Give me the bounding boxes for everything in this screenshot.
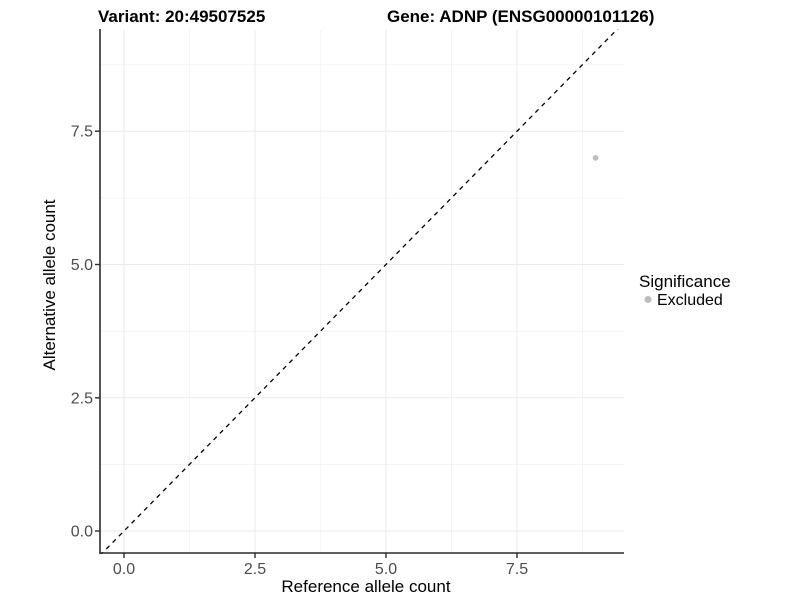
x-axis-ticks	[123, 553, 518, 558]
legend-key-dot-icon	[644, 296, 652, 303]
reference-line-group	[100, 29, 619, 554]
x-tick-label: 5.0	[375, 561, 397, 578]
data-point	[592, 155, 599, 161]
legend-title: Significance	[639, 272, 731, 291]
y-axis-label: Alternative allele count	[40, 199, 59, 370]
y-tick-label: 0.0	[71, 524, 93, 541]
y-tick-label: 5.0	[71, 257, 93, 274]
y-axis-tick-labels: 0.0 2.5 5.0 7.5	[71, 124, 93, 541]
x-axis-label: Reference allele count	[281, 577, 450, 596]
identity-line	[100, 29, 619, 554]
legend-item-excluded: Excluded	[644, 292, 723, 309]
x-tick-label: 7.5	[506, 561, 528, 578]
gridlines-major	[100, 30, 624, 553]
y-tick-label: 2.5	[71, 390, 93, 407]
legend-item-label: Excluded	[657, 292, 723, 309]
plot-panel	[100, 30, 624, 553]
legend: Significance Excluded	[639, 272, 731, 309]
plot-title-variant: Variant: 20:49507525	[98, 7, 265, 26]
y-axis-ticks	[95, 130, 100, 532]
x-tick-label: 2.5	[244, 561, 266, 578]
x-axis-tick-labels: 0.0 2.5 5.0 7.5	[113, 561, 528, 578]
y-tick-label: 7.5	[71, 124, 93, 141]
gridlines-minor	[100, 30, 624, 553]
plot-title-gene: Gene: ADNP (ENSG00000101126)	[387, 7, 654, 26]
x-tick-label: 0.0	[113, 561, 135, 578]
